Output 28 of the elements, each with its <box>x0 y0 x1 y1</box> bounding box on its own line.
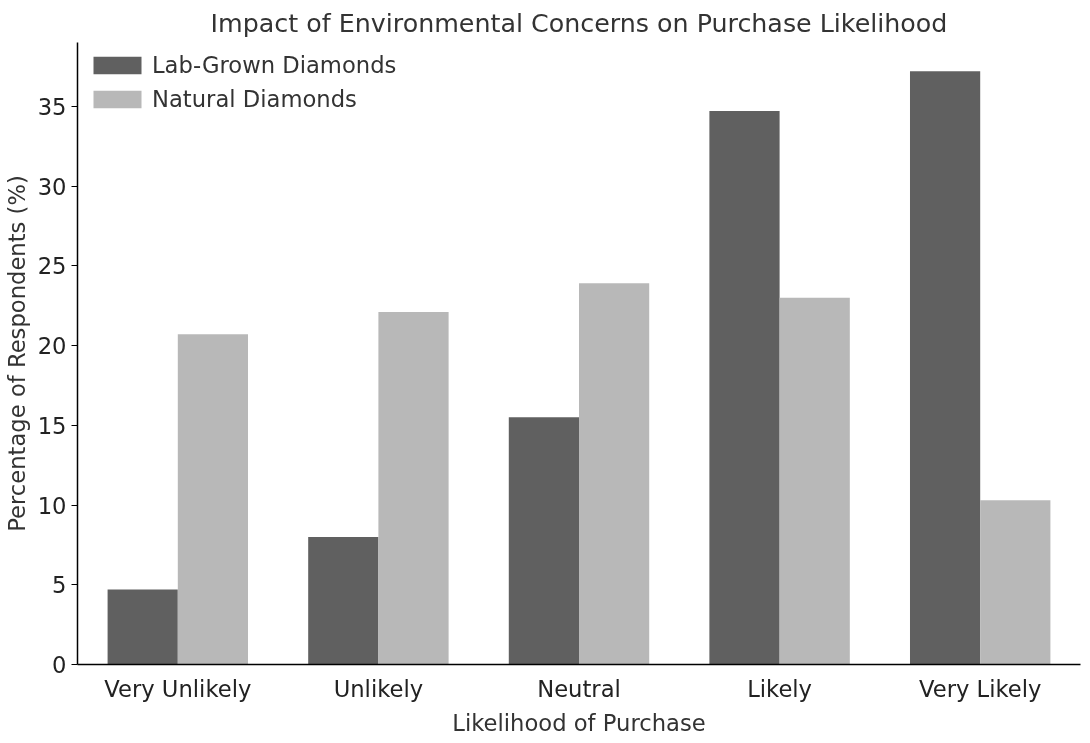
y-tick-label: 25 <box>37 253 67 280</box>
y-tick-label: 30 <box>37 173 67 200</box>
bar <box>177 334 249 665</box>
y-tick-label: 0 <box>52 652 67 678</box>
bar <box>308 536 379 665</box>
bar <box>508 417 579 665</box>
x-axis-title: Likelihood of Purchase <box>452 709 706 736</box>
x-tick-label: Neutral <box>537 675 621 702</box>
bar <box>107 589 178 665</box>
y-axis-title: Percentage of Respondents (%) <box>3 175 30 532</box>
y-tick-label: 20 <box>37 333 67 360</box>
x-tick-label: Likely <box>747 675 813 702</box>
y-tick-label: 15 <box>37 412 67 439</box>
x-tick-label: Unlikely <box>333 675 424 702</box>
legend-label: Natural Diamonds <box>152 86 357 112</box>
chart-title: Impact of Environmental Concerns on Purchase Likelihood <box>210 7 948 38</box>
bar <box>579 283 650 665</box>
x-tick-label: Very Likely <box>918 675 1042 702</box>
legend-label: Lab-Grown Diamonds <box>152 52 397 78</box>
bar <box>709 111 780 665</box>
x-tick-label: Very Unlikely <box>104 675 252 702</box>
y-tick-label: 35 <box>37 93 67 120</box>
y-tick-label: 5 <box>52 572 67 599</box>
y-tick-label: 10 <box>37 492 67 519</box>
bar <box>909 71 981 665</box>
bar <box>779 297 850 665</box>
bar <box>378 312 449 665</box>
bar <box>980 500 1051 665</box>
